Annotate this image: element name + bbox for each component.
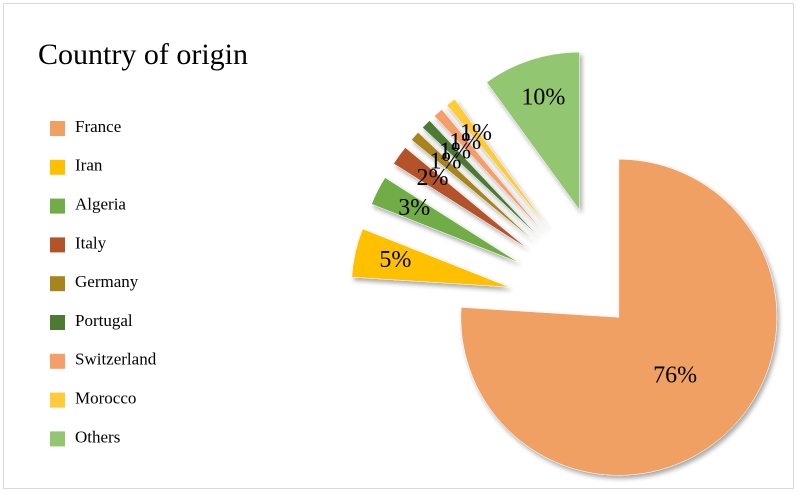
- legend-swatch: [50, 198, 65, 214]
- legend-swatch: [50, 392, 65, 408]
- pie-slice: [393, 147, 528, 249]
- pie-slice: [371, 177, 519, 263]
- slice-label: 10%: [521, 84, 565, 110]
- pie-slice: [446, 98, 548, 228]
- legend-label: Switzerland: [75, 350, 157, 369]
- legend: France Iran Algeria Italy Germany Portugal Swi…: [50, 117, 157, 447]
- slice-label: 76%: [653, 363, 697, 389]
- legend-label: Morocco: [75, 389, 136, 408]
- slice-label: 1%: [460, 120, 492, 146]
- pie: [351, 51, 778, 476]
- slice-label: 2%: [416, 165, 448, 191]
- pie-slice: [460, 159, 778, 476]
- legend-label: Others: [75, 427, 120, 446]
- legend-label: France: [75, 117, 121, 136]
- legend-label: Algeria: [75, 195, 126, 214]
- legend-swatch: [50, 276, 65, 292]
- pie-slice: [351, 228, 510, 288]
- chart-title: Country of origin: [38, 38, 248, 71]
- legend-label: Italy: [75, 233, 107, 252]
- slice-label: 5%: [379, 247, 411, 273]
- pie-slice: [411, 132, 534, 241]
- legend-swatch: [50, 159, 65, 175]
- legend-swatch: [50, 237, 65, 253]
- legend-label: Portugal: [75, 311, 133, 330]
- labels: 76%5%3%2%1%1%1%1%10%: [379, 84, 697, 388]
- slice-label: 3%: [398, 195, 430, 221]
- slice-label: 1%: [449, 129, 481, 155]
- pie-slice: [434, 109, 543, 232]
- slice-label: 1%: [439, 139, 471, 165]
- legend-label: Germany: [75, 272, 139, 291]
- legend-label: Iran: [75, 156, 103, 175]
- slice-label: 1%: [430, 149, 462, 175]
- pie-slice: [422, 120, 538, 236]
- pie-slice: [486, 51, 580, 211]
- legend-swatch: [50, 431, 65, 447]
- legend-swatch: [50, 353, 65, 369]
- legend-swatch: [50, 121, 65, 136]
- legend-swatch: [50, 315, 65, 330]
